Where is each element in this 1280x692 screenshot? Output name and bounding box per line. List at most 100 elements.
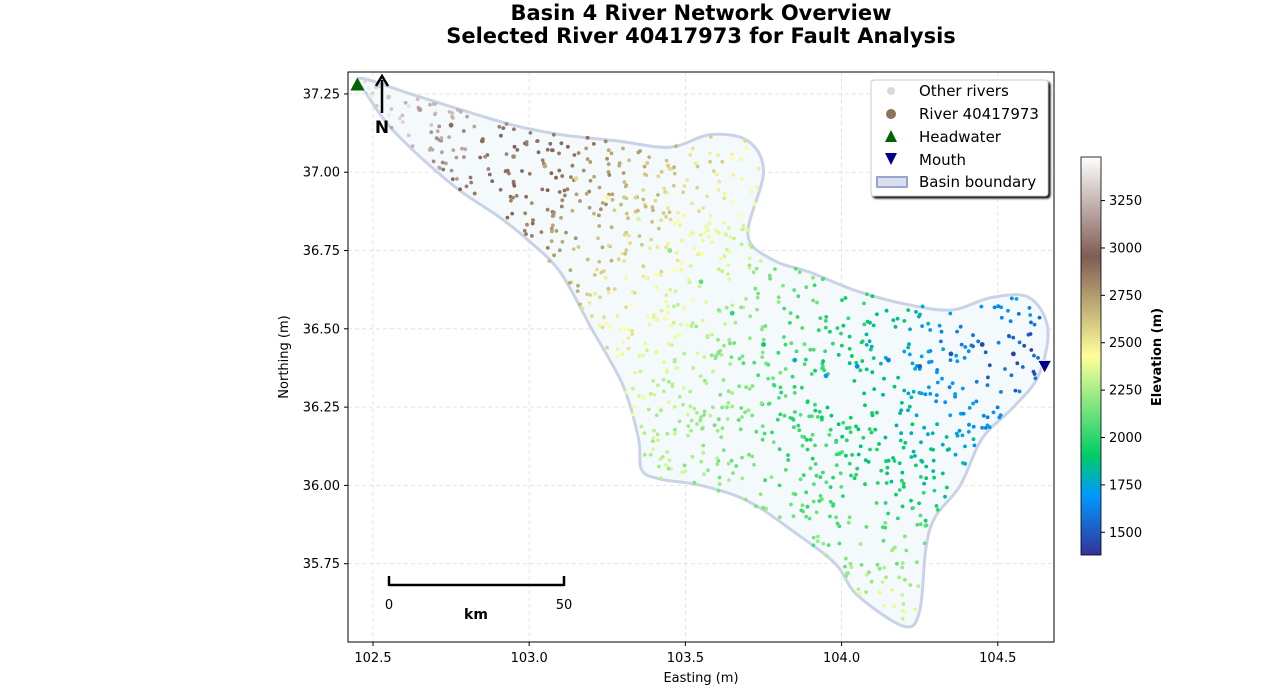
river-point [624, 248, 629, 253]
river-point [826, 543, 831, 547]
river-point [588, 293, 593, 297]
river-point [622, 232, 627, 237]
river-point [776, 295, 781, 300]
river-point [870, 370, 875, 375]
river-point [509, 198, 513, 203]
river-point [600, 245, 605, 250]
river-point [690, 201, 695, 206]
river-point [597, 213, 601, 218]
river-point [971, 333, 975, 338]
river-point [640, 242, 644, 247]
river-point [856, 452, 861, 457]
river-point [670, 382, 675, 387]
river-point [702, 409, 707, 414]
river-point [723, 322, 727, 326]
river-point [981, 413, 986, 418]
river-point [603, 139, 608, 144]
river-point [817, 409, 822, 414]
river-point [752, 360, 757, 365]
river-point [557, 190, 562, 194]
river-point [734, 464, 739, 468]
river-point [643, 341, 648, 346]
river-point [875, 447, 879, 452]
river-point [756, 166, 761, 171]
river-point [369, 94, 374, 99]
river-point [931, 447, 935, 452]
river-point [828, 514, 832, 519]
selected-river-point [667, 248, 673, 253]
river-point [786, 458, 791, 462]
legend-other-rivers: Other rivers [919, 82, 1009, 100]
river-point [603, 276, 608, 280]
river-point [758, 259, 763, 263]
river-point [578, 302, 582, 307]
river-point [852, 476, 857, 481]
river-point [730, 404, 735, 409]
river-point [901, 602, 906, 606]
river-point [617, 163, 622, 168]
river-point [899, 478, 904, 483]
river-point [720, 405, 724, 410]
river-point [587, 189, 592, 194]
river-point [739, 305, 743, 310]
river-point [688, 264, 693, 268]
river-point [708, 213, 713, 218]
river-point [769, 475, 774, 480]
river-point [689, 418, 694, 423]
river-point [929, 359, 934, 364]
selected-river-point [979, 342, 985, 347]
river-point [815, 300, 819, 305]
river-point [848, 561, 853, 566]
river-point [672, 165, 676, 170]
river-point [622, 259, 627, 263]
river-point [958, 324, 963, 329]
river-point [802, 342, 807, 347]
river-point [904, 548, 909, 553]
river-point [756, 291, 760, 296]
river-point [648, 452, 653, 457]
river-point [1027, 306, 1032, 310]
river-point [659, 308, 664, 313]
river-point [465, 114, 469, 119]
river-point [792, 425, 796, 430]
river-point [692, 406, 697, 411]
river-point [717, 475, 722, 480]
river-point [1031, 369, 1036, 374]
river-point [545, 246, 550, 250]
river-point [809, 372, 814, 376]
river-point [747, 256, 752, 261]
river-point [919, 354, 924, 359]
chart-title-line2: Selected River 40417973 for Fault Analys… [446, 24, 956, 48]
scale-bar: 0 50 km [385, 576, 572, 623]
river-point [844, 438, 849, 443]
river-point [875, 410, 879, 415]
river-point [739, 242, 744, 247]
selected-river-point [698, 279, 704, 285]
river-point [914, 463, 918, 468]
river-point [903, 534, 907, 539]
river-point [818, 475, 823, 479]
river-point [858, 542, 863, 546]
river-point [891, 318, 896, 323]
river-point [1029, 348, 1034, 352]
river-point [620, 340, 625, 345]
river-point [837, 541, 842, 546]
river-point [407, 104, 411, 108]
river-point [750, 384, 755, 388]
river-point [864, 367, 869, 372]
river-point [808, 437, 813, 442]
river-point [813, 402, 817, 407]
river-point [754, 504, 758, 509]
river-point [595, 267, 599, 272]
river-point [717, 179, 722, 184]
river-point [618, 327, 623, 331]
river-point [440, 160, 445, 165]
river-point [712, 423, 717, 428]
river-point [801, 473, 806, 478]
river-point [926, 321, 931, 326]
river-point [932, 488, 937, 493]
river-point [999, 305, 1003, 310]
river-point [711, 169, 716, 174]
river-point [771, 376, 775, 381]
river-point [620, 352, 625, 356]
